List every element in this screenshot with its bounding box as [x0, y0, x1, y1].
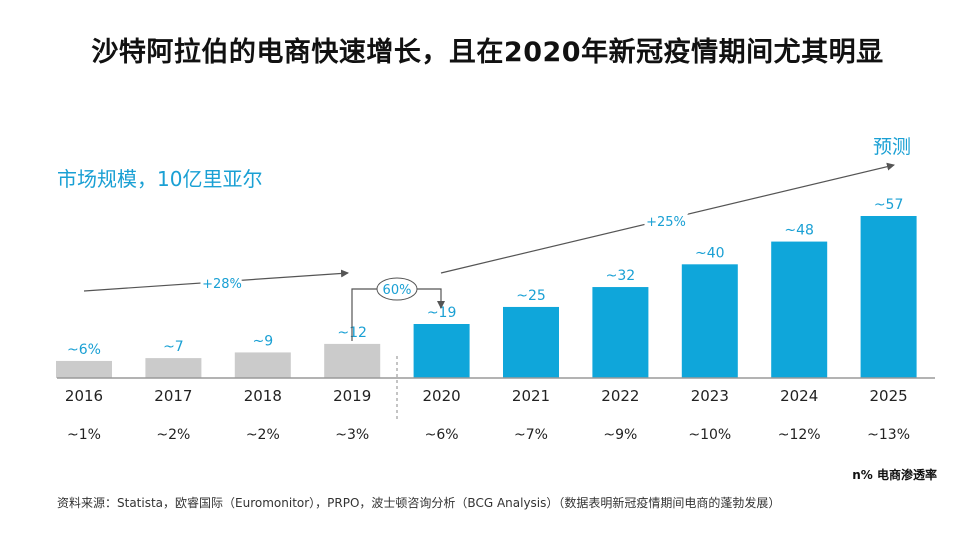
penetration-label-2022: ~9%: [603, 427, 637, 443]
value-label-2017: ~7: [163, 339, 184, 355]
penetration-label-2024: ~12%: [778, 427, 821, 443]
year-label-2017: 2017: [154, 387, 192, 405]
year-label-2021: 2021: [512, 387, 550, 405]
bar-2023: [681, 264, 738, 378]
penetration-label-2020: ~6%: [425, 427, 459, 443]
value-label-2024: ~48: [784, 223, 814, 239]
year-label-2018: 2018: [244, 387, 282, 405]
value-label-2021: ~25: [516, 288, 546, 304]
forecast-label: 预测: [873, 136, 912, 158]
bar-2017: [145, 358, 202, 378]
penetration-label-2016: ~1%: [67, 427, 101, 443]
penetration-label-2021: ~7%: [514, 427, 548, 443]
bar-2018: [234, 352, 291, 378]
chart-subtitle: 市场规模，10亿里亚尔: [57, 167, 263, 191]
chart-title: 沙特阿拉伯的电商快速增长，且在2020年新冠疫情期间尤其明显: [91, 37, 884, 68]
penetration-label-2023: ~10%: [688, 427, 731, 443]
year-label-2022: 2022: [601, 387, 639, 405]
historical-trend-arrow: [83, 269, 349, 292]
growth-bubble: [376, 277, 418, 301]
year-label-2019: 2019: [333, 387, 371, 405]
value-label-2016: ~6%: [67, 342, 101, 358]
cagr-historical-label: +28%: [202, 277, 242, 292]
forecast-trend-arrow: [440, 162, 895, 274]
bar-chart: ~6% ~7 ~9~12~19~25~32~40~48~57 2016 2017 201…: [56, 162, 935, 443]
penetration-label-2019: ~3%: [335, 427, 369, 443]
penetration-label-2017: ~2%: [156, 427, 190, 443]
penetration-label-2018: ~2%: [246, 427, 280, 443]
bar-2021: [503, 306, 559, 378]
year-label-2024: 2024: [780, 387, 818, 405]
year-label-2023: 2023: [691, 387, 729, 405]
year-label-2016: 2016: [65, 387, 103, 405]
bar-2024: [771, 241, 828, 378]
year-label-2025: 2025: [870, 387, 908, 405]
source-note: 资料来源：Statista，欧睿国际（Euromonitor），PRPO，波士顿…: [57, 496, 781, 510]
growth-2020-label: 60%: [383, 283, 412, 298]
year-label-2020: 2020: [423, 387, 461, 405]
bar-2025: [860, 216, 917, 378]
cagr-forecast-label: +25%: [646, 215, 686, 230]
bar-2019: [324, 343, 381, 378]
penetration-label-2025: ~13%: [867, 427, 910, 443]
bar-2016: [56, 360, 112, 378]
penetration-legend: n% 电商渗透率: [852, 468, 937, 482]
value-label-2022: ~32: [606, 268, 636, 284]
bar-2020: [413, 324, 470, 378]
value-label-2018: ~9: [252, 333, 273, 349]
value-label-2023: ~40: [695, 245, 725, 261]
bar-2022: [592, 287, 649, 378]
value-label-2025: ~57: [874, 197, 904, 213]
value-label-2020: ~19: [427, 305, 457, 321]
